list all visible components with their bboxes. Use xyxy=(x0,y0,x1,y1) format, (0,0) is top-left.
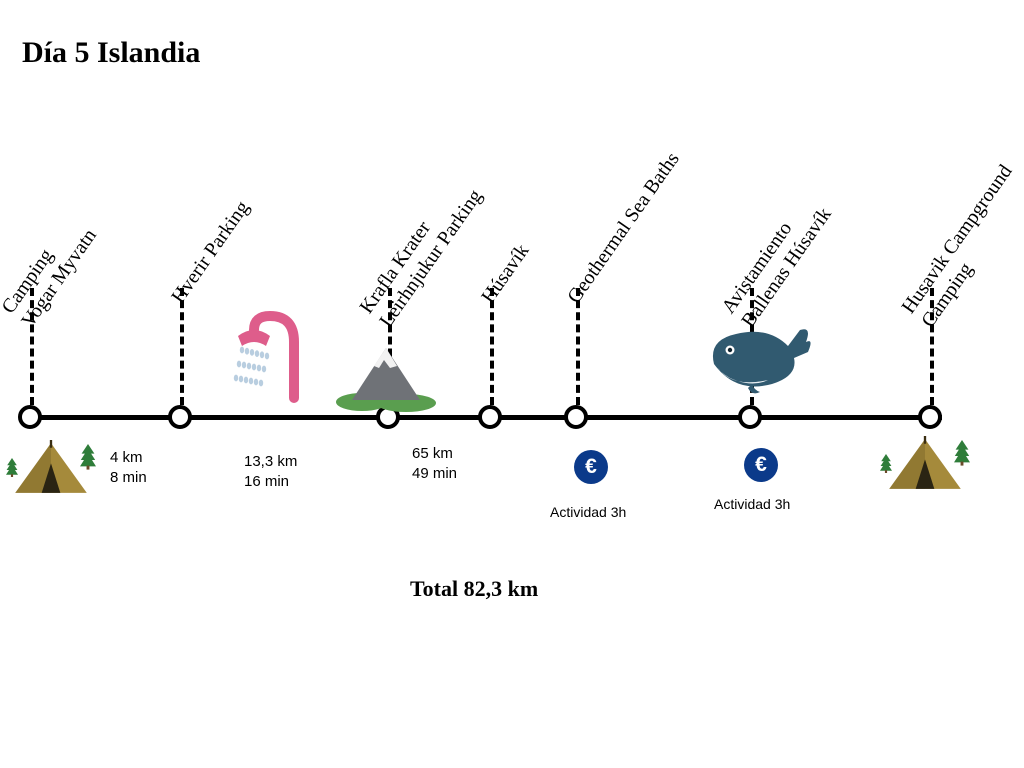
stop-label: Húsavík xyxy=(476,240,534,308)
timeline-stop xyxy=(738,405,762,429)
timeline-stop xyxy=(168,405,192,429)
euro-icon: € xyxy=(744,448,778,482)
tree-icon xyxy=(80,444,96,475)
tent-icon xyxy=(886,436,964,492)
page-title: Día 5 Islandia xyxy=(22,36,200,70)
whale-icon xyxy=(702,318,812,401)
total-distance: Total 82,3 km xyxy=(410,576,538,602)
euro-icon: € xyxy=(574,450,608,484)
tent-icon xyxy=(12,440,90,496)
timeline-stop xyxy=(918,405,942,429)
tree-icon xyxy=(6,458,18,482)
segment-label: 65 km49 min xyxy=(412,444,457,485)
stop-label: Husavik CampgroundCamping xyxy=(897,160,1024,332)
stop-label: Geothermal Sea Baths xyxy=(562,148,684,308)
timeline-stop xyxy=(18,405,42,429)
tree-icon xyxy=(880,454,892,478)
segment-label: 13,3 km16 min xyxy=(244,452,297,493)
tree-icon xyxy=(954,440,970,471)
timeline-stop xyxy=(478,405,502,429)
stop-label: Krafla KraterLeirhnjukur Parking xyxy=(355,171,488,332)
segment-label: 4 km8 min xyxy=(110,448,147,489)
stop-label: CampingVogar Myvatn xyxy=(0,211,102,332)
shower-icon xyxy=(224,302,310,409)
timeline-stop xyxy=(564,405,588,429)
activity-label: Actividad 3h xyxy=(714,496,790,512)
stop-label: AvistamientoBallenas Húsavík xyxy=(717,189,837,332)
activity-label: Actividad 3h xyxy=(550,504,626,520)
stop-label: Hverir Parking xyxy=(166,196,254,308)
volcano-icon xyxy=(334,346,438,417)
